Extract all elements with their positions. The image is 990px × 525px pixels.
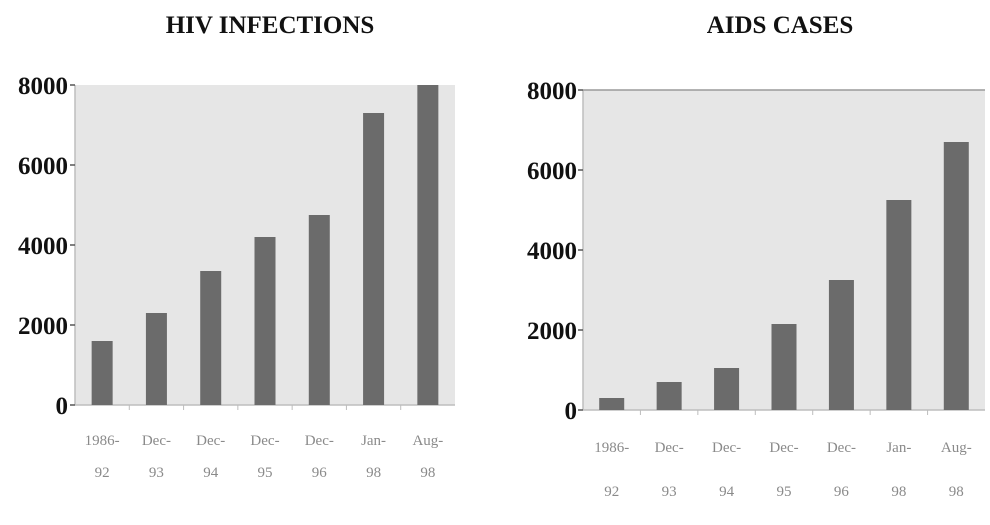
hiv-x-tick-label: 98 xyxy=(420,465,435,481)
aids-cases-chart: 0 2000 4000 6000 8000 1986- 92 Dec- 93 Dec- 94 Dec-… xyxy=(527,78,985,500)
aids-y-tick-label: 4000 xyxy=(527,238,577,265)
hiv-bar xyxy=(417,85,439,405)
aids-y-tick-label: 0 xyxy=(565,398,578,425)
aids-x-tick-label: 94 xyxy=(719,484,735,500)
hiv-infections-chart: 0 2000 4000 6000 8000 1986- 92 Dec- 93 Dec- 94 Dec-… xyxy=(18,73,455,481)
chart-title-hiv-infections: HIV INFECTIONS xyxy=(165,12,375,39)
hiv-x-tick-label: Jan- xyxy=(361,433,386,449)
aids-bar xyxy=(714,368,740,410)
hiv-bar xyxy=(91,341,113,405)
hiv-x-tick-label: 1986- xyxy=(85,433,120,449)
hiv-x-tick-label: 96 xyxy=(312,465,328,481)
aids-x-tick-label: 98 xyxy=(949,484,964,500)
aids-bar xyxy=(886,200,912,410)
hiv-y-tick-label: 0 xyxy=(56,393,69,420)
chart-title-aids-cases: AIDS CASES xyxy=(706,12,854,39)
aids-x-tick-label: 1986- xyxy=(594,440,629,456)
aids-bar xyxy=(828,280,854,410)
hiv-y-tick-label: 4000 xyxy=(18,233,68,260)
aids-x-tick-label: 98 xyxy=(891,484,906,500)
aids-y-tick-label: 8000 xyxy=(527,78,577,105)
aids-y-tick-label: 6000 xyxy=(527,158,577,185)
hiv-x-tick-label: 95 xyxy=(258,465,273,481)
hiv-y-tick-label: 8000 xyxy=(18,73,68,100)
hiv-x-tick-label: Dec- xyxy=(196,433,225,449)
hiv-x-tick-label: Aug- xyxy=(412,433,443,449)
aids-bar xyxy=(656,382,682,410)
hiv-bar xyxy=(308,215,330,405)
hiv-y-tick-label: 6000 xyxy=(18,153,68,180)
hiv-bar xyxy=(145,313,167,405)
hiv-x-tick-label: 92 xyxy=(95,465,110,481)
hiv-x-tick-label: Dec- xyxy=(305,433,334,449)
hiv-x-tick-label: Dec- xyxy=(142,433,171,449)
aids-x-tick-label: 96 xyxy=(834,484,850,500)
aids-x-tick-label: Dec- xyxy=(769,440,798,456)
aids-x-tick-label: 95 xyxy=(777,484,792,500)
aids-x-tick-label: Dec- xyxy=(827,440,856,456)
aids-y-tick-label: 2000 xyxy=(527,318,577,345)
hiv-y-tick-label: 2000 xyxy=(18,313,68,340)
aids-bar xyxy=(943,142,969,410)
hiv-bar xyxy=(200,271,222,405)
aids-x-tick-label: Aug- xyxy=(941,440,972,456)
hiv-x-tick-label: 94 xyxy=(203,465,219,481)
aids-bar xyxy=(599,398,625,410)
aids-x-tick-label: Dec- xyxy=(712,440,741,456)
hiv-x-tick-label: 98 xyxy=(366,465,381,481)
hiv-x-tick-label: Dec- xyxy=(250,433,279,449)
aids-bar xyxy=(771,324,797,410)
aids-x-tick-label: Jan- xyxy=(886,440,911,456)
aids-x-tick-label: 93 xyxy=(662,484,677,500)
hiv-bar xyxy=(363,113,385,405)
aids-x-tick-label: 92 xyxy=(604,484,619,500)
hiv-bar xyxy=(254,237,276,405)
hiv-x-tick-label: 93 xyxy=(149,465,164,481)
aids-x-tick-label: Dec- xyxy=(655,440,684,456)
